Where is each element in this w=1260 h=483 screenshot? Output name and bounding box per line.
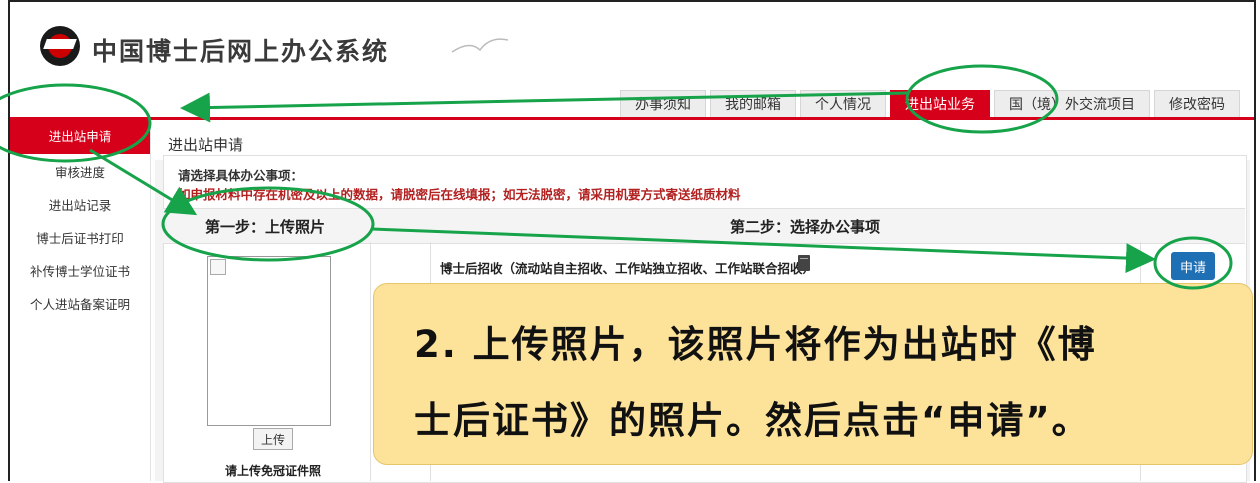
sidebar: 进出站申请 审核进度 进出站记录 博士后证书打印 补传博士学位证书 个人进站备案… — [10, 120, 150, 481]
tab-change-password[interactable]: 修改密码 — [1154, 90, 1240, 120]
header: 中国博士后网上办公系统 — [10, 2, 1254, 90]
step2-heading: 第二步：选择办公事项 — [730, 218, 881, 236]
tab-exchange[interactable]: 国（境）外交流项目 — [994, 90, 1150, 120]
step1-heading: 第一步：上传照片 — [205, 218, 326, 236]
annotation-line-1: 2. 上传照片，该照片将作为出站时《博 — [414, 323, 1097, 366]
site-title: 中国博士后网上办公系统 — [92, 37, 390, 66]
logo-icon — [40, 26, 80, 66]
book-icon[interactable] — [798, 255, 810, 271]
sidebar-divider — [150, 120, 151, 481]
page-title: 进出站申请 — [168, 136, 244, 154]
tab-mailbox[interactable]: 我的邮箱 — [710, 90, 796, 120]
bird-icon — [451, 38, 509, 53]
top-nav-tabs: 办事须知 我的邮箱 个人情况 进出站业务 国（境）外交流项目 修改密码 — [616, 90, 1240, 120]
sidebar-item-progress[interactable]: 审核进度 — [54, 165, 105, 180]
warning-text: 如申报材料中存在机密及以上的数据，请脱密后在线填报；如无法脱密，请采用机要方式寄… — [178, 187, 741, 202]
annotation-note: 2. 上传照片，该照片将作为出站时《博 士后证书》的照片。然后点击“申请”。 — [373, 283, 1253, 465]
annotation-line-2: 士后证书》的照片。然后点击“申请”。 — [414, 399, 1091, 442]
tab-notice[interactable]: 办事须知 — [620, 90, 706, 120]
sidebar-item-records[interactable]: 进出站记录 — [48, 198, 112, 213]
tab-station-business[interactable]: 进出站业务 — [890, 90, 990, 120]
upload-button[interactable]: 上传 — [253, 428, 293, 450]
apply-button[interactable]: 申请 — [1171, 252, 1215, 280]
photo-preview — [207, 256, 331, 426]
photo-hint: 请上传免冠证件照 — [225, 464, 322, 478]
item-label: 博士后招收（流动站自主招收、工作站独立招收、工作站联合招收） — [440, 261, 816, 276]
sidebar-item-apply[interactable]: 进出站申请 — [10, 120, 150, 154]
prompt-text: 请选择具体办公事项： — [178, 168, 304, 183]
sidebar-item-certificate-print[interactable]: 博士后证书打印 — [36, 231, 124, 246]
column-divider — [370, 242, 371, 481]
sidebar-item-degree-upload[interactable]: 补传博士学位证书 — [29, 264, 130, 279]
nav-divider — [10, 117, 1254, 120]
tab-personal[interactable]: 个人情况 — [800, 90, 886, 120]
broken-image-icon — [210, 259, 226, 275]
step-header-row — [163, 208, 1245, 244]
sidebar-item-filing-proof[interactable]: 个人进站备案证明 — [29, 297, 130, 312]
